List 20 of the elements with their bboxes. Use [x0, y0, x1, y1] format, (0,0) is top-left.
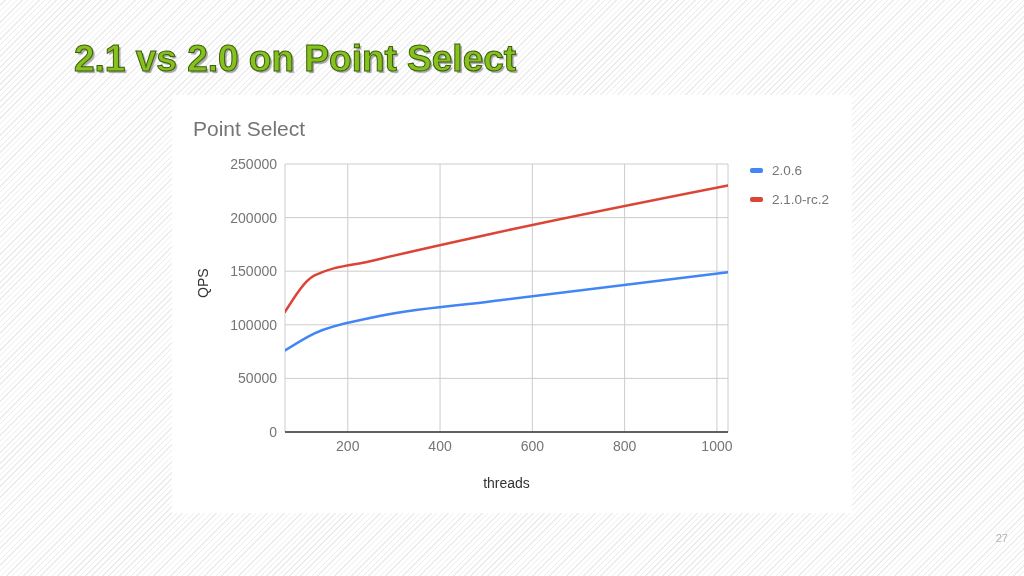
x-tick-label: 600 [520, 437, 545, 454]
x-tick-label: 200 [336, 437, 360, 454]
y-axis-title: QPS [194, 268, 211, 298]
legend-label: 2.1.0-rc.2 [772, 192, 830, 207]
y-tick-label: 200000 [230, 209, 278, 226]
x-axis-title: threads [483, 475, 530, 491]
y-tick-label: 250000 [230, 155, 278, 172]
legend-label: 2.0.6 [772, 163, 803, 178]
x-tick-label: 400 [428, 437, 452, 454]
x-tick-label: 1000 [701, 437, 733, 454]
y-tick-label: 150000 [230, 263, 278, 280]
chart-title: 2.1 vs 2.0 on Point Select [74, 38, 517, 79]
x-tick-label: 800 [612, 437, 637, 454]
y-tick-label: 50000 [238, 370, 278, 387]
text: 27 [995, 532, 1008, 544]
y-tick-label: 100000 [230, 316, 278, 333]
y-tick-label: 0 [269, 423, 278, 440]
line-series [285, 271, 728, 352]
line-series [285, 184, 728, 314]
chart-subtitle: Point Select [193, 117, 306, 141]
